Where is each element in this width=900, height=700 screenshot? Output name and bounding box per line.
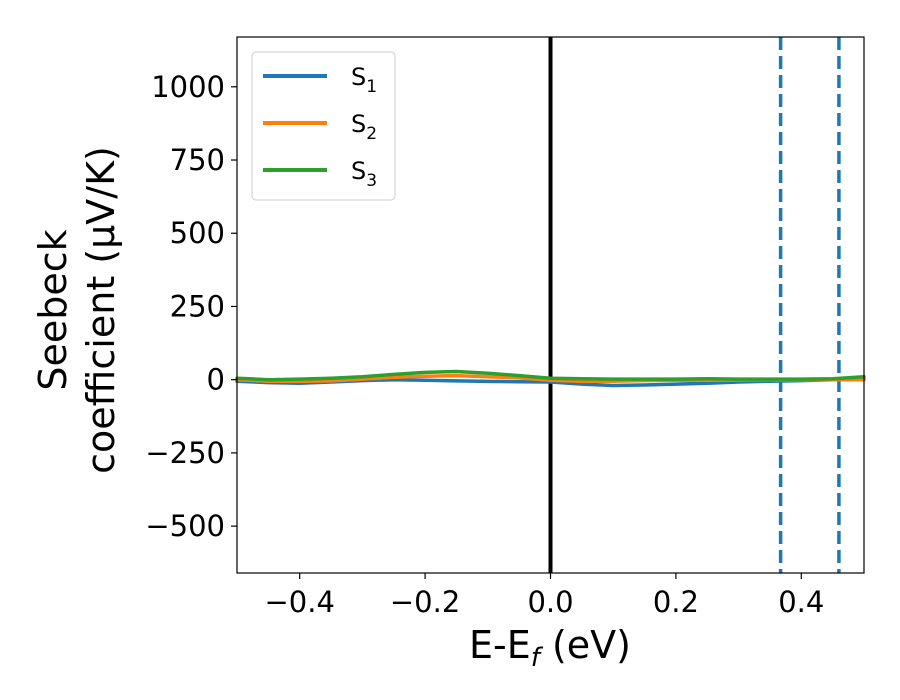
legend-box: [251, 51, 396, 201]
y-tick-label: −250: [145, 436, 225, 470]
y-axis-label: Seebeck coefficient (μV/K): [31, 146, 123, 474]
y-axis-label-line1: Seebeck: [31, 229, 75, 390]
vertical-reference-lines: [548, 37, 841, 573]
x-tick-label: 0.0: [527, 585, 573, 619]
x-axis-ticks: −0.4 −0.2 0.0 0.2 0.4: [264, 573, 824, 619]
legend-label-s2: S2: [351, 110, 377, 144]
y-axis-label-line2: coefficient (μV/K): [79, 146, 123, 474]
legend: S1 S2 S3: [251, 51, 396, 201]
legend-label-s1: S1: [351, 63, 377, 97]
legend-label-s3: S3: [351, 157, 377, 191]
x-axis-label: E-Ef (eV): [469, 623, 631, 673]
series-line-s3: [235, 369, 866, 382]
y-tick-label: 250: [170, 289, 225, 323]
y-tick-label: 0: [207, 363, 225, 397]
x-tick-label: 0.2: [653, 585, 699, 619]
series-lines: [235, 369, 866, 388]
y-tick-label: −500: [145, 509, 225, 543]
y-tick-label: 500: [170, 216, 225, 250]
y-tick-label: 750: [170, 143, 225, 177]
x-tick-label: −0.4: [264, 585, 334, 619]
y-axis-ticks: −500 −250 0 250 500 750 1000: [145, 70, 237, 543]
y-tick-label: 1000: [151, 70, 225, 104]
x-tick-label: −0.2: [390, 585, 460, 619]
x-tick-label: 0.4: [778, 585, 824, 619]
